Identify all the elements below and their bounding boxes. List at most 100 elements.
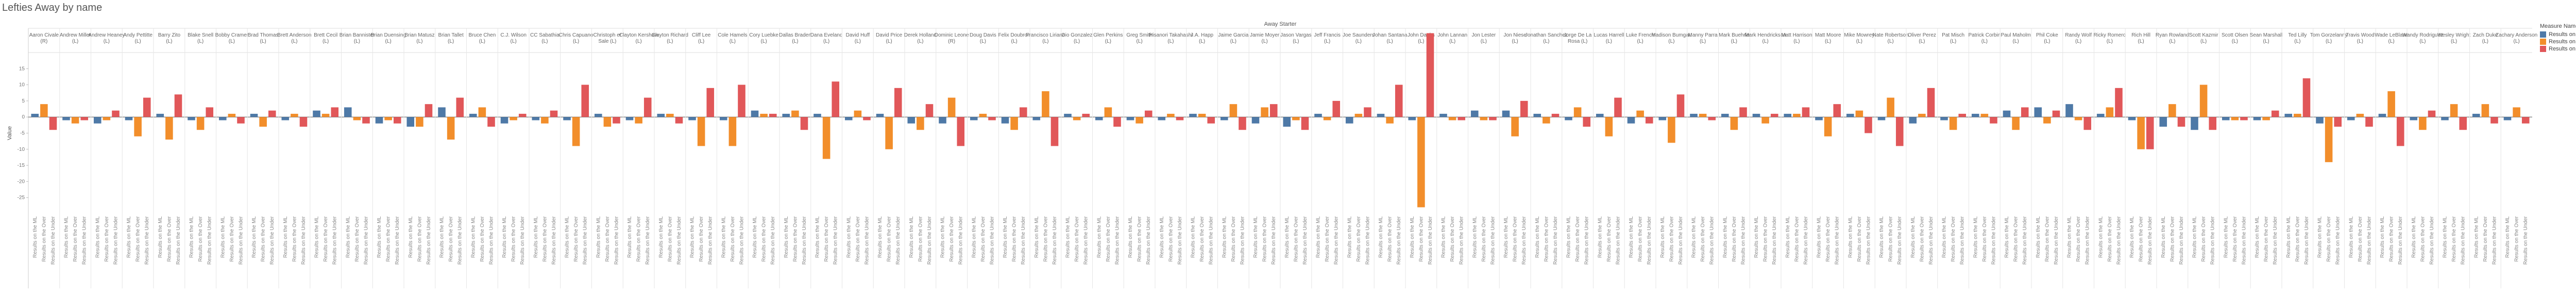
bar [456,97,464,117]
category-label: Wandy Rodriguez (L) [2402,32,2443,44]
x-measure-label: Results on the Over [229,216,235,262]
x-measure-label: Results on the Over [855,216,861,262]
bar [2334,117,2342,127]
bar [1167,113,1175,117]
x-measure-label: Results on the Under [50,216,56,265]
x-measure-label: Results on the Under [2335,216,2341,265]
bar [2146,117,2154,149]
x-measure-label: Results on the Over [1231,216,1236,262]
category-label: Ryan Rowland (L) [2156,32,2189,44]
category-label: Barry Zito (L) [158,32,181,44]
bar [1323,117,1331,121]
x-measure-label: Results on the Over [417,216,422,262]
x-measure-label: Results on the Under [1240,216,1245,265]
x-measure-label: Results on the ML [2255,216,2260,258]
bar [2387,91,2395,117]
bar [143,97,151,117]
x-measure-label: Results on the Over [1262,216,1268,262]
bar [1573,107,1582,117]
bar [1940,117,1948,121]
bar [1980,113,1989,117]
x-measure-label: Results on the Under [1835,216,1840,265]
bar [1668,117,1675,143]
category-label: Travis Wood (L) [2346,32,2375,44]
bar [719,117,727,121]
x-measure-label: Results on the Under [1114,216,1120,265]
bar [321,113,330,117]
bar [1001,117,1009,124]
top-axis-label: Away Starter [1264,21,1297,27]
x-measure-label: Results on the ML [1159,216,1165,258]
x-measure-label: Results on the Over [1638,216,1643,262]
x-measure-label: Results on the ML [2067,216,2073,258]
x-measure-label: Results on the Over [41,216,47,262]
bar [894,88,902,117]
bar [134,117,142,136]
bar [854,110,862,117]
category-label: Andy Pettitte (L) [123,32,152,44]
y-tick-label: 15 [19,66,25,72]
x-measure-label: Results on the ML [1034,216,1040,258]
bar [2168,104,2176,117]
x-measure-label: Results on the Under [1678,216,1684,265]
x-measure-label: Results on the Under [363,216,369,265]
bar [1480,117,1488,121]
bar [510,117,517,121]
bar [2199,84,2208,117]
category-label: Zachary Anderson (L) [2496,32,2537,44]
category-label: Nate Robertson (L) [1873,32,1909,44]
x-measure-label: Results on the Under [1490,216,1496,265]
bar [1627,117,1635,124]
bar [1636,110,1644,117]
category-label: Brad Thomas (L) [248,32,279,44]
bar [31,113,39,117]
x-measure-label: Results on the ML [2473,216,2479,258]
x-measure-label: Results on the ML [220,216,226,258]
x-measure-label: Results on the Under [1991,216,1996,265]
legend-item: Results on the Over [2540,39,2576,45]
bar [832,81,840,117]
x-measure-label: Results on the Under [833,216,839,265]
x-measure-label: Results on the Under [457,216,463,265]
x-measure-label: Results on the Over [1325,216,1330,262]
y-tick-label: -15 [18,163,25,168]
x-measure-label: Results on the ML [314,216,320,258]
x-measure-label: Results on the Under [2366,216,2372,265]
bar [791,110,799,117]
bar [1448,117,1456,121]
category-label: Jon Niese (L) [1503,32,1527,44]
bar [1489,117,1497,121]
x-measure-label: Results on the Under [645,216,651,265]
bar [885,117,893,149]
category-label: Dominic Leone (R) [935,32,969,44]
y-tick-label: 0 [22,114,25,120]
category-label: Sean Marshall (L) [2250,32,2283,44]
x-measure-label: Results on the ML [1347,216,1352,258]
bar [2106,107,2114,117]
x-measure-label: Results on the ML [345,216,351,258]
category-label: John Danks (L) [1408,32,1435,44]
bar [103,117,111,121]
bar [1721,113,1729,117]
bar [1770,113,1778,117]
bar [478,107,486,117]
bar [1596,113,1604,117]
category-label: Scott Kazmir (L) [2189,32,2218,44]
x-measure-label: Results on the Under [676,216,682,265]
bar [1551,113,1560,117]
bar [406,117,415,127]
category-label: Gio Gonzalez (L) [1061,32,1093,44]
x-measure-label: Results on the Under [269,216,275,265]
bar [313,110,320,117]
x-measure-label: Results on the Under [332,216,338,265]
bar [581,84,589,117]
category-label: Mike Mowrey (L) [1844,32,1874,44]
x-measure-label: Results on the Over [323,216,329,262]
x-measure-label: Results on the Over [354,216,360,262]
bar [1269,104,1278,117]
bar [2419,117,2427,130]
y-tick-label: 10 [19,82,25,88]
bar [657,113,665,117]
